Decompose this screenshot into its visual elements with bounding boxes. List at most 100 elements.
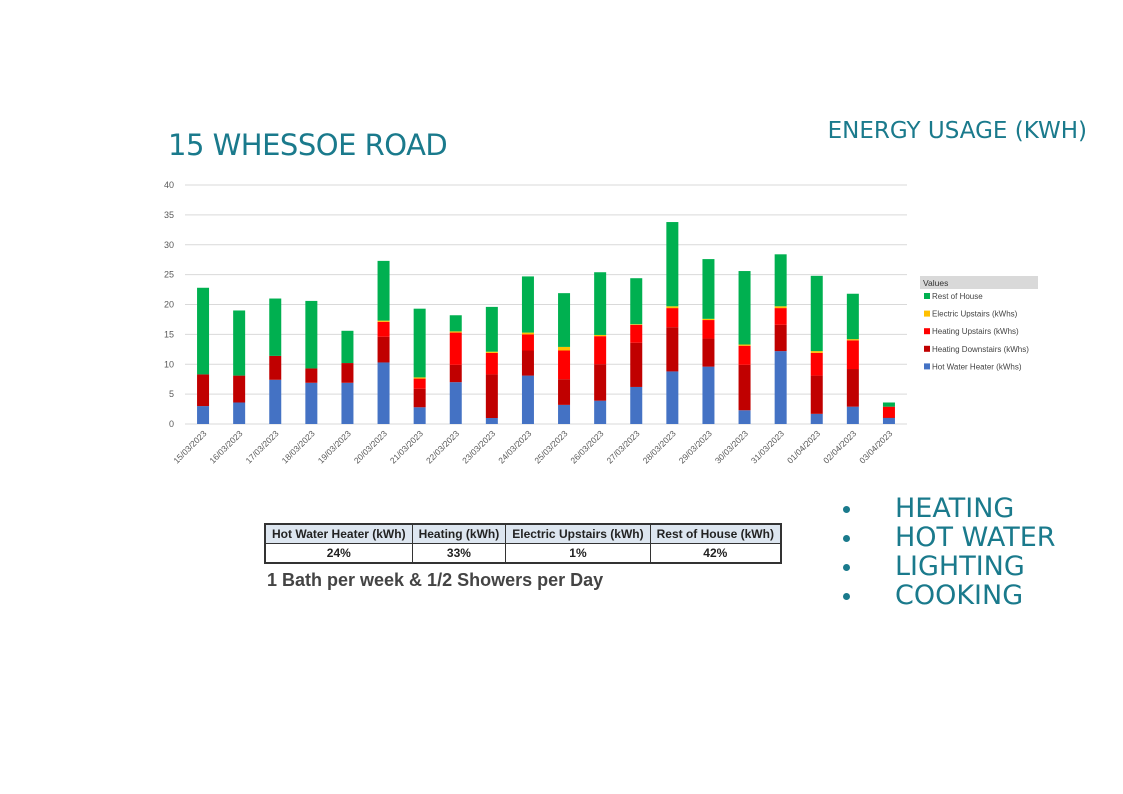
x-tick-label: 16/03/2023 <box>207 428 244 465</box>
y-tick-label: 10 <box>164 359 174 369</box>
bar-segment <box>630 342 643 387</box>
summary-header: Hot Water Heater (kWh) <box>264 523 413 544</box>
bar-segment <box>413 377 426 379</box>
x-tick-label: 01/04/2023 <box>785 428 822 465</box>
legend-header-bg <box>920 276 1038 289</box>
bar-segment <box>269 379 282 424</box>
bar-segment <box>197 287 210 375</box>
bar-segment <box>449 331 462 333</box>
bar-segment <box>521 332 534 335</box>
x-tick-label: 21/03/2023 <box>388 428 425 465</box>
bar-segment <box>774 308 787 325</box>
y-tick-label: 30 <box>164 240 174 250</box>
bar-segment <box>882 406 895 418</box>
legend-swatch <box>924 310 930 317</box>
x-tick-label: 31/03/2023 <box>749 428 786 465</box>
bar-segment <box>846 369 859 407</box>
legend-title: Values <box>923 278 948 288</box>
x-tick-label: 23/03/2023 <box>460 428 497 465</box>
legend-label: Heating Downstairs (kWhs) <box>932 345 1029 354</box>
summary-header: Heating (kWh) <box>411 523 507 544</box>
summary-header-row: Hot Water Heater (kWh) Heating (kWh) Ele… <box>264 523 782 544</box>
bar-segment <box>558 350 571 380</box>
bar-segment <box>305 368 318 383</box>
bar-segment <box>774 324 787 352</box>
bar-segment <box>702 338 715 367</box>
bar-segment <box>558 346 571 351</box>
x-tick-label: 24/03/2023 <box>496 428 533 465</box>
bar-segment <box>449 364 462 383</box>
x-tick-label: 02/04/2023 <box>821 428 858 465</box>
bar-segment <box>666 327 679 372</box>
energy-uses-list: HEATING HOT WATER LIGHTING COOKING <box>840 494 1056 610</box>
bar-segment <box>233 375 246 403</box>
bar-segment <box>485 306 498 352</box>
y-tick-label: 25 <box>164 270 174 280</box>
bar-segment <box>882 402 895 407</box>
bar-segment <box>521 276 534 333</box>
x-tick-label: 03/04/2023 <box>857 428 894 465</box>
bar-segment <box>594 336 607 365</box>
bar-segment <box>702 259 715 319</box>
bullet-item: HOT WATER <box>840 523 1056 552</box>
summary-header: Electric Upstairs (kWh) <box>505 523 651 544</box>
bar-segment <box>846 339 859 341</box>
bar-segment <box>233 402 246 424</box>
page-subtitle: ENERGY USAGE (KWH) <box>827 118 1087 144</box>
bar-segment <box>810 352 823 376</box>
bar-segment <box>449 332 462 365</box>
y-tick-label: 0 <box>169 419 174 429</box>
usage-note: 1 Bath per week & 1/2 Showers per Day <box>267 570 604 590</box>
bar-segment <box>449 382 462 424</box>
bar-segment <box>558 293 571 347</box>
x-tick-label: 18/03/2023 <box>280 428 317 465</box>
x-tick-label: 20/03/2023 <box>352 428 389 465</box>
bar-segment <box>485 351 498 353</box>
y-tick-label: 40 <box>164 180 174 190</box>
bar-segment <box>594 334 607 337</box>
x-tick-label: 30/03/2023 <box>713 428 750 465</box>
bar-segment <box>269 355 282 380</box>
bar-segment <box>197 406 210 424</box>
bar-segment <box>738 271 751 345</box>
summary-value: 33% <box>411 543 507 564</box>
bar-segment <box>882 418 895 424</box>
bar-segment <box>774 351 787 424</box>
bar-segment <box>738 364 751 411</box>
summary-value: 42% <box>649 543 782 564</box>
bullet-item: COOKING <box>840 581 1056 610</box>
x-tick-label: 17/03/2023 <box>244 428 281 465</box>
bar-segment <box>233 310 246 376</box>
bar-segment <box>738 344 751 346</box>
bar-segment <box>341 330 354 364</box>
bar-segment <box>630 278 643 325</box>
bar-segment <box>413 378 426 389</box>
summary-header: Rest of House (kWh) <box>649 523 782 544</box>
bar-segment <box>485 352 498 375</box>
bar-segment <box>197 374 210 407</box>
legend-label: Heating Upstairs (kWhs) <box>932 327 1019 336</box>
bar-segment <box>594 272 607 335</box>
bar-segment <box>810 351 823 353</box>
bar-segment <box>269 298 282 356</box>
x-tick-label: 25/03/2023 <box>532 428 569 465</box>
bar-segment <box>413 308 426 378</box>
x-tick-label: 28/03/2023 <box>641 428 678 465</box>
bar-segment <box>341 382 354 424</box>
legend-swatch <box>924 345 930 352</box>
bar-segment <box>846 406 859 424</box>
bar-segment <box>810 275 823 352</box>
bar-segment <box>305 300 318 369</box>
legend-swatch <box>924 328 930 335</box>
bar-segment <box>377 260 390 321</box>
bar-segment <box>774 254 787 307</box>
y-tick-label: 5 <box>169 389 174 399</box>
bar-segment <box>738 410 751 424</box>
bullet-item: LIGHTING <box>840 552 1056 581</box>
bar-segment <box>377 336 390 363</box>
bar-segment <box>630 324 643 325</box>
bar-segment <box>413 388 426 408</box>
bar-segment <box>594 400 607 424</box>
bar-segment <box>666 371 679 424</box>
